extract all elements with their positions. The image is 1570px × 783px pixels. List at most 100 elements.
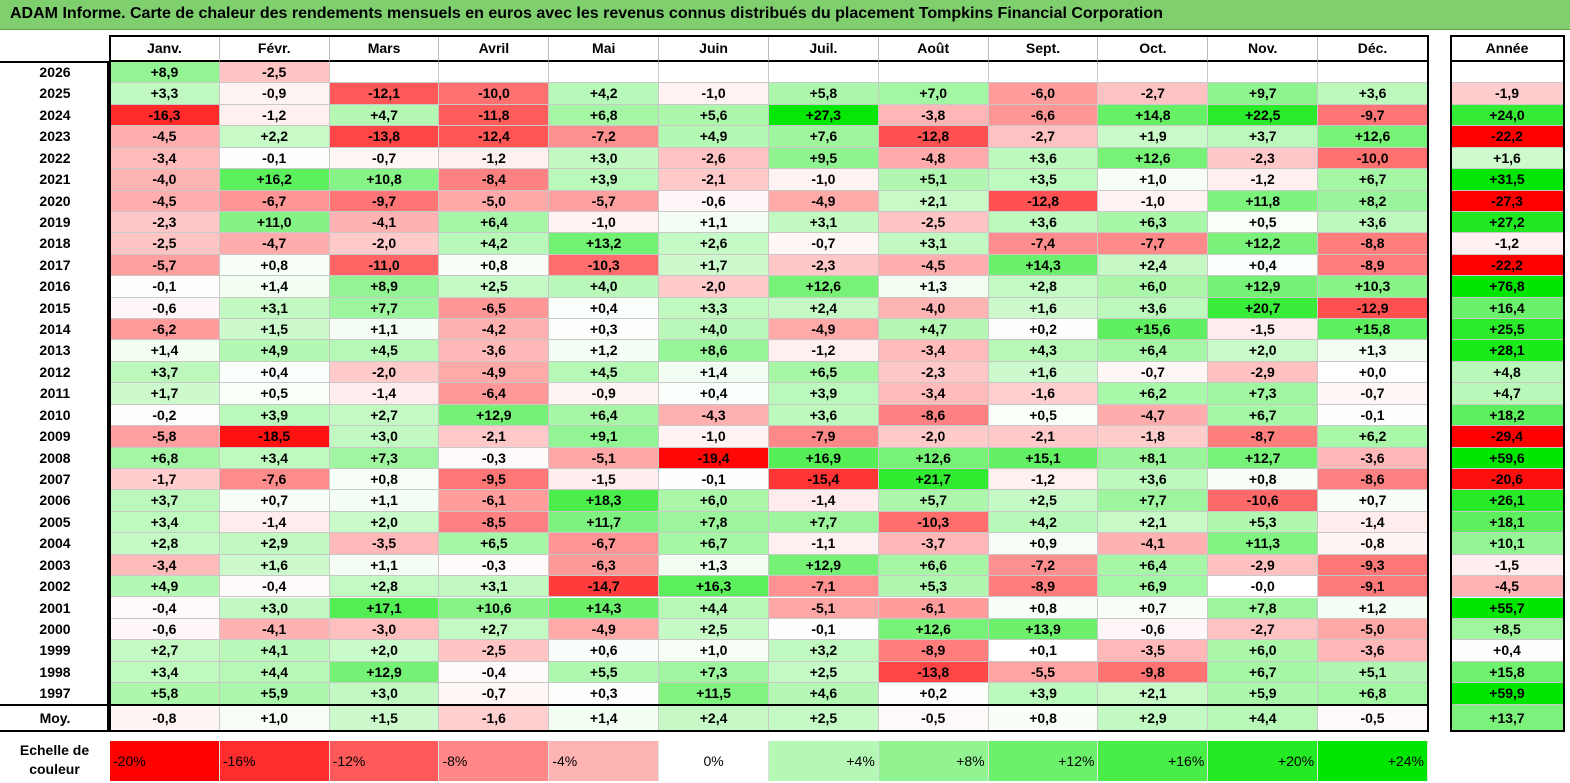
month-header: Mai xyxy=(549,36,660,62)
heatmap-cell: -7,2 xyxy=(988,554,1099,577)
heatmap-cell: -8,4 xyxy=(439,169,550,191)
heatmap-cell: +8,9 xyxy=(329,276,440,298)
year-label: 2020 xyxy=(0,190,110,212)
heatmap-cell: +5,1 xyxy=(878,169,989,191)
heatmap-cell: -7,1 xyxy=(768,576,879,598)
heatmap-cell: -4,7 xyxy=(1098,404,1209,427)
heatmap-cell: +0,2 xyxy=(878,683,989,705)
heatmap-cell: -2,1 xyxy=(988,426,1099,448)
heatmap-cell: +6,7 xyxy=(1208,661,1319,684)
annual-cell: +59,9 xyxy=(1451,683,1564,705)
heatmap-cell: +12,6 xyxy=(768,276,879,298)
heatmap-cell: -8,6 xyxy=(1318,468,1428,491)
heatmap-cell: +11,3 xyxy=(1208,533,1319,555)
heatmap-cell: +3,1 xyxy=(878,233,989,255)
heatmap-cell: +1,3 xyxy=(1318,340,1428,362)
annual-cell: +16,4 xyxy=(1451,297,1564,320)
heatmap-cell: -6,1 xyxy=(439,490,550,512)
heatmap-cell: -9,8 xyxy=(1098,661,1209,684)
heatmap-cell: -1,1 xyxy=(768,533,879,555)
heatmap-cell: +5,9 xyxy=(1208,683,1319,705)
average-cell: +1,0 xyxy=(219,704,330,731)
heatmap-cell: +2,7 xyxy=(329,404,440,427)
heatmap-cell: +4,0 xyxy=(659,319,769,341)
heatmap-cell: -13,8 xyxy=(878,661,989,684)
heatmap-cell: +6,2 xyxy=(1098,383,1209,405)
heatmap-cell: +8,2 xyxy=(1318,190,1428,212)
heatmap-cell: -2,3 xyxy=(878,361,989,384)
heatmap-cell: +12,6 xyxy=(878,447,989,469)
heatmap-cell: +1,5 xyxy=(219,319,330,341)
heatmap-cell: -2,1 xyxy=(439,426,550,448)
heatmap-cell: -5,8 xyxy=(110,426,220,448)
heatmap-cell: -2,3 xyxy=(1208,147,1319,170)
color-scale-label: Echelle de couleur xyxy=(19,742,90,777)
heatmap-cell: -0,1 xyxy=(110,276,220,298)
heatmap-cell xyxy=(549,62,660,84)
heatmap-cell: -5,1 xyxy=(549,447,660,469)
year-label: 2024 xyxy=(0,104,110,127)
heatmap-cell: +5,6 xyxy=(659,104,769,127)
color-scale-stop: -12% xyxy=(329,741,440,781)
heatmap-cell: -18,5 xyxy=(219,426,330,448)
heatmap-cell: +8,9 xyxy=(110,62,220,84)
heatmap-cell: +4,0 xyxy=(549,276,660,298)
year-label: 2019 xyxy=(0,211,110,234)
heatmap-cell: +3,1 xyxy=(219,297,330,320)
heatmap-cell: +6,4 xyxy=(1098,340,1209,362)
annual-cell: +1,6 xyxy=(1451,147,1564,170)
heatmap-cell: -19,4 xyxy=(659,447,769,469)
heatmap-cell: +27,3 xyxy=(768,104,879,127)
heatmap-cell: -3,8 xyxy=(878,104,989,127)
heatmap-cell: +0,0 xyxy=(1318,361,1428,384)
heatmap-cell: -3,5 xyxy=(329,533,440,555)
heatmap-cell: +0,3 xyxy=(549,319,660,341)
heatmap-cell: -4,2 xyxy=(439,319,550,341)
year-label: 2011 xyxy=(0,383,110,405)
year-label: 2022 xyxy=(0,147,110,170)
heatmap-cell: +0,4 xyxy=(659,383,769,405)
chart-title: ADAM Informe. Carte de chaleur des rende… xyxy=(10,5,1163,22)
heatmap-cell: +1,1 xyxy=(329,490,440,512)
annual-cell: +18,2 xyxy=(1451,404,1564,427)
heatmap-cell: -7,4 xyxy=(988,233,1099,255)
heatmap-cell: -0,1 xyxy=(219,147,330,170)
heatmap-cell: +1,7 xyxy=(659,254,769,277)
heatmap-cell: +1,1 xyxy=(659,211,769,234)
heatmap-cell: -0,4 xyxy=(110,597,220,619)
average-row-label: Moy. xyxy=(0,704,110,731)
heatmap-cell: +5,8 xyxy=(110,683,220,705)
heatmap-cell: +5,3 xyxy=(1208,511,1319,534)
heatmap-cell: +3,0 xyxy=(219,597,330,619)
heatmap-cell: +0,5 xyxy=(988,404,1099,427)
annual-cell: +24,0 xyxy=(1451,104,1564,127)
heatmap-cell xyxy=(1098,62,1209,84)
heatmap-cell: -8,5 xyxy=(439,511,550,534)
annual-cell: -4,5 xyxy=(1451,576,1564,598)
annual-cell: -22,2 xyxy=(1451,126,1564,148)
heatmap-cell: +12,6 xyxy=(1098,147,1209,170)
heatmap-cell xyxy=(988,62,1099,84)
heatmap-cell: -10,6 xyxy=(1208,490,1319,512)
heatmap-cell: -0,9 xyxy=(219,83,330,105)
heatmap-cell: +1,4 xyxy=(219,276,330,298)
title-bar: ADAM Informe. Carte de chaleur des rende… xyxy=(0,0,1570,30)
heatmap-cell: +18,3 xyxy=(549,490,660,512)
heatmap-cell: +6,4 xyxy=(549,404,660,427)
heatmap-cell: +12,6 xyxy=(1318,126,1428,148)
year-label: 2017 xyxy=(0,254,110,277)
heatmap-cell: +21,7 xyxy=(878,468,989,491)
heatmap-cell: -2,0 xyxy=(329,361,440,384)
heatmap-cell: -4,9 xyxy=(439,361,550,384)
heatmap-cell: +12,6 xyxy=(878,618,989,641)
annual-cell: +26,1 xyxy=(1451,490,1564,512)
annual-cell: +25,5 xyxy=(1451,319,1564,341)
heatmap-cell: +6,6 xyxy=(878,554,989,577)
heatmap-cell: +4,9 xyxy=(219,340,330,362)
average-cell: +1,4 xyxy=(549,704,660,731)
heatmap-cell: -10,3 xyxy=(549,254,660,277)
heatmap-cell: -8,7 xyxy=(1208,426,1319,448)
heatmap-cell: +4,4 xyxy=(659,597,769,619)
heatmap-cell: -15,4 xyxy=(768,468,879,491)
heatmap-cell: -1,4 xyxy=(329,383,440,405)
